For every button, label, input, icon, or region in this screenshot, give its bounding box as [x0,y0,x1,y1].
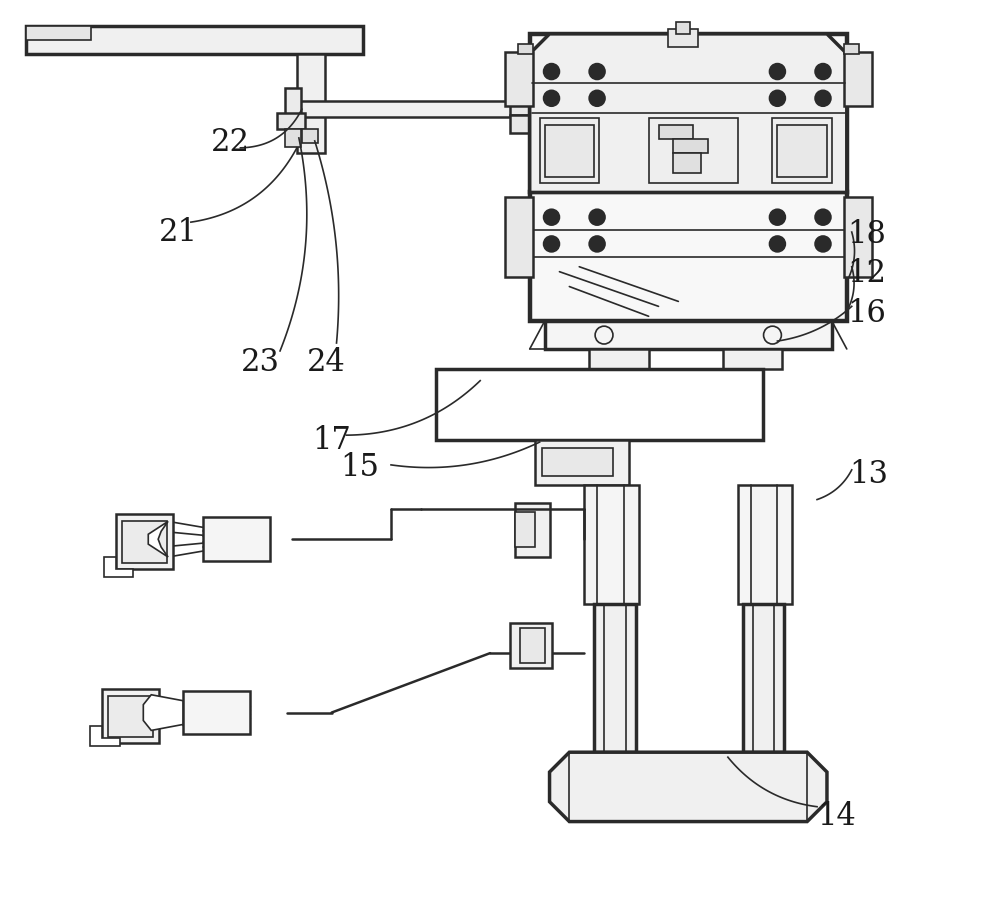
Circle shape [544,90,559,106]
Bar [515,512,535,548]
Bar [530,33,847,193]
Circle shape [815,90,831,106]
Bar [26,26,363,53]
Bar [545,321,832,349]
Bar [505,197,533,277]
Circle shape [815,63,831,80]
Polygon shape [530,33,847,193]
Circle shape [589,236,605,252]
Text: 12: 12 [847,258,886,290]
Bar [108,696,153,738]
Circle shape [769,236,785,252]
Bar [116,514,173,569]
Bar [277,113,305,129]
Bar [520,628,545,663]
Bar [844,197,872,277]
Bar [589,349,649,368]
Circle shape [544,209,559,225]
Bar [518,43,533,53]
Polygon shape [148,521,168,557]
Text: 17: 17 [312,424,351,455]
Circle shape [544,63,559,80]
Bar [542,448,613,476]
Bar [297,53,325,153]
Text: 15: 15 [340,452,379,483]
Circle shape [815,209,831,225]
Bar [649,119,738,183]
Circle shape [589,209,605,225]
Bar [505,52,533,106]
Bar [510,115,540,133]
Circle shape [815,236,831,252]
Text: 16: 16 [847,298,886,329]
Text: 14: 14 [817,801,856,832]
Text: 21: 21 [158,216,197,248]
Circle shape [769,209,785,225]
Bar [203,518,270,561]
Bar [545,125,594,176]
Bar [285,129,301,147]
Bar [594,604,636,752]
Text: 23: 23 [241,348,280,378]
Polygon shape [104,557,133,576]
Bar [102,689,159,743]
Circle shape [769,90,785,106]
Polygon shape [143,695,183,730]
Bar [772,119,832,183]
Bar [122,521,167,563]
Bar [584,485,639,604]
Bar [515,502,550,557]
Circle shape [769,63,785,80]
Bar [844,52,872,106]
Bar [844,43,859,53]
Bar [302,129,318,143]
Bar [673,153,701,173]
Text: 13: 13 [849,460,888,491]
Polygon shape [550,752,827,822]
Bar [738,485,792,604]
Circle shape [589,63,605,80]
Bar [436,368,763,440]
Bar [535,440,629,485]
Polygon shape [90,727,120,747]
Bar [285,89,301,126]
Bar [510,91,532,115]
Bar [676,22,690,33]
Bar [668,29,698,47]
Bar [510,624,552,668]
Bar [183,691,250,734]
Bar [297,101,520,117]
Bar [777,125,827,176]
Bar [530,193,847,321]
Circle shape [544,236,559,252]
Bar [659,125,693,138]
Bar [26,26,91,40]
Text: 18: 18 [847,218,886,250]
Circle shape [589,90,605,106]
Bar [540,119,599,183]
Text: 24: 24 [307,348,346,378]
Bar [673,138,708,153]
Bar [723,349,782,368]
Bar [743,604,784,752]
Text: 22: 22 [211,128,250,158]
